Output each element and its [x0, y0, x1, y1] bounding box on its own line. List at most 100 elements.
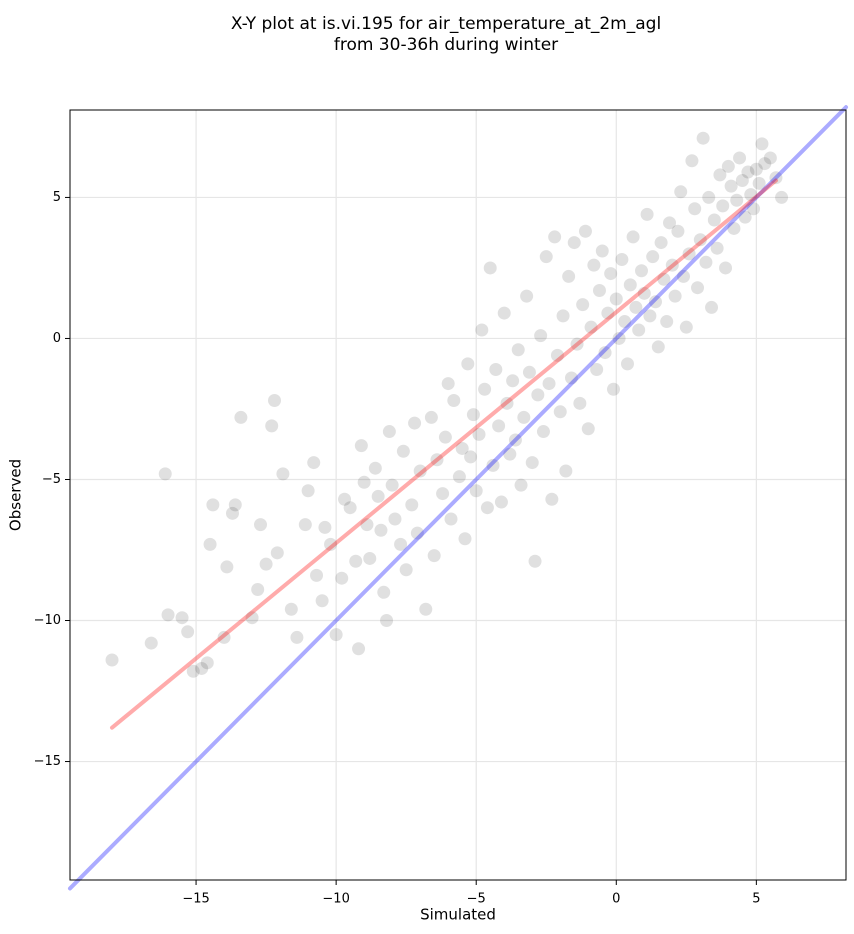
grid — [70, 110, 846, 880]
x-tick-label-4: 5 — [752, 892, 760, 907]
scatter-point-17 — [251, 582, 265, 596]
scatter-point-16 — [245, 611, 259, 625]
x-axis-label: Simulated — [420, 906, 496, 924]
scatter-point-175 — [755, 137, 769, 151]
scatter-point-41 — [360, 518, 374, 532]
scatter-point-9 — [203, 537, 217, 551]
scatter-point-158 — [707, 213, 721, 227]
scatter-point-150 — [685, 154, 699, 168]
scatter-point-99 — [542, 377, 556, 391]
scatter-point-52 — [396, 444, 410, 458]
scatter-point-69 — [458, 532, 472, 546]
scatter-point-86 — [506, 374, 520, 388]
scatter-point-23 — [276, 467, 290, 481]
scatter-point-114 — [584, 320, 598, 334]
scatter-point-145 — [671, 224, 685, 238]
scatter-point-155 — [699, 255, 713, 269]
scatter-point-154 — [696, 131, 710, 145]
scatter-point-33 — [329, 628, 343, 642]
scatter-point-119 — [598, 346, 612, 360]
scatter-point-50 — [388, 512, 402, 526]
scatter-point-144 — [668, 289, 682, 303]
scatter-point-13 — [225, 506, 239, 520]
scatter-point-77 — [480, 501, 494, 515]
plot-frame — [69, 109, 847, 881]
scatter-point-30 — [315, 594, 329, 608]
scatter-point-143 — [665, 258, 679, 272]
scatter-point-65 — [444, 512, 458, 526]
scatter-point-48 — [382, 425, 396, 439]
scatter-point-125 — [615, 252, 629, 266]
scatter-point-103 — [553, 405, 567, 419]
scatter-point-0 — [105, 653, 119, 667]
scatter-point-88 — [511, 343, 525, 357]
scatter-point-60 — [427, 549, 441, 563]
scatter-point-116 — [590, 362, 604, 376]
scatter-point-172 — [747, 202, 761, 216]
scatter-point-10 — [206, 498, 220, 512]
scatter-point-46 — [377, 585, 391, 599]
scatter-point-32 — [324, 537, 338, 551]
scatter-point-161 — [716, 199, 730, 213]
scatter-point-58 — [419, 602, 433, 616]
scatter-point-68 — [455, 441, 469, 455]
scatter-point-165 — [727, 221, 741, 235]
scatter-point-4 — [175, 611, 189, 625]
scatter-point-134 — [640, 207, 654, 221]
scatter-point-102 — [550, 348, 564, 362]
scatter-point-92 — [522, 365, 536, 379]
identity-line — [68, 105, 848, 891]
scatter-point-157 — [705, 300, 719, 314]
scatter-point-146 — [674, 185, 688, 199]
scatter-point-57 — [413, 464, 427, 478]
scatter-point-169 — [738, 210, 752, 224]
scatter-point-91 — [520, 289, 534, 303]
scatter-point-152 — [691, 281, 705, 295]
scatter-point-139 — [654, 236, 668, 250]
scatter-point-59 — [424, 410, 438, 424]
scatter-point-176 — [758, 157, 772, 171]
scatter-point-62 — [436, 487, 450, 501]
scatter-point-179 — [775, 190, 789, 204]
y-tick-label-1: −10 — [34, 613, 61, 628]
scatter-point-136 — [646, 250, 660, 264]
scatter-point-51 — [394, 537, 408, 551]
scatter-point-64 — [441, 377, 455, 391]
scatter-point-106 — [562, 269, 576, 283]
scatter-point-153 — [693, 233, 707, 247]
scatter-point-25 — [290, 630, 304, 644]
scatter-point-72 — [466, 408, 480, 422]
scatter-point-67 — [452, 470, 466, 484]
scatter-point-117 — [592, 284, 606, 298]
scatter-point-55 — [408, 416, 422, 430]
scatter-point-63 — [438, 430, 452, 444]
scatter-point-40 — [357, 475, 371, 489]
scatter-point-162 — [719, 261, 733, 275]
scatter-point-147 — [677, 269, 691, 283]
scatter-point-5 — [181, 625, 195, 639]
x-tick-label-3: 0 — [612, 892, 620, 907]
scatter-point-109 — [570, 337, 584, 351]
scatter-point-128 — [623, 278, 637, 292]
scatter-point-110 — [573, 396, 587, 410]
scatter-point-78 — [483, 261, 497, 275]
scatter-point-61 — [430, 453, 444, 467]
scatter-point-149 — [682, 247, 696, 261]
scatter-point-160 — [713, 168, 727, 182]
scatter-point-6 — [186, 664, 200, 678]
axis-ticks: −15 −10 −5 0 5 −15 −10 −5 0 5 — [34, 190, 761, 907]
scatter-point-168 — [735, 174, 749, 188]
scatter-point-24 — [284, 602, 298, 616]
scatter-point-2 — [158, 467, 172, 481]
scatter-point-45 — [374, 523, 388, 537]
scatter-point-159 — [710, 241, 724, 255]
scatter-point-8 — [200, 656, 214, 670]
scatter-point-22 — [270, 546, 284, 560]
scatter-point-118 — [595, 244, 609, 258]
scatter-point-167 — [733, 151, 747, 165]
scatter-point-19 — [259, 557, 273, 571]
scatter-point-39 — [354, 439, 368, 453]
scatter-point-132 — [634, 264, 648, 278]
scatter-point-135 — [643, 309, 657, 323]
